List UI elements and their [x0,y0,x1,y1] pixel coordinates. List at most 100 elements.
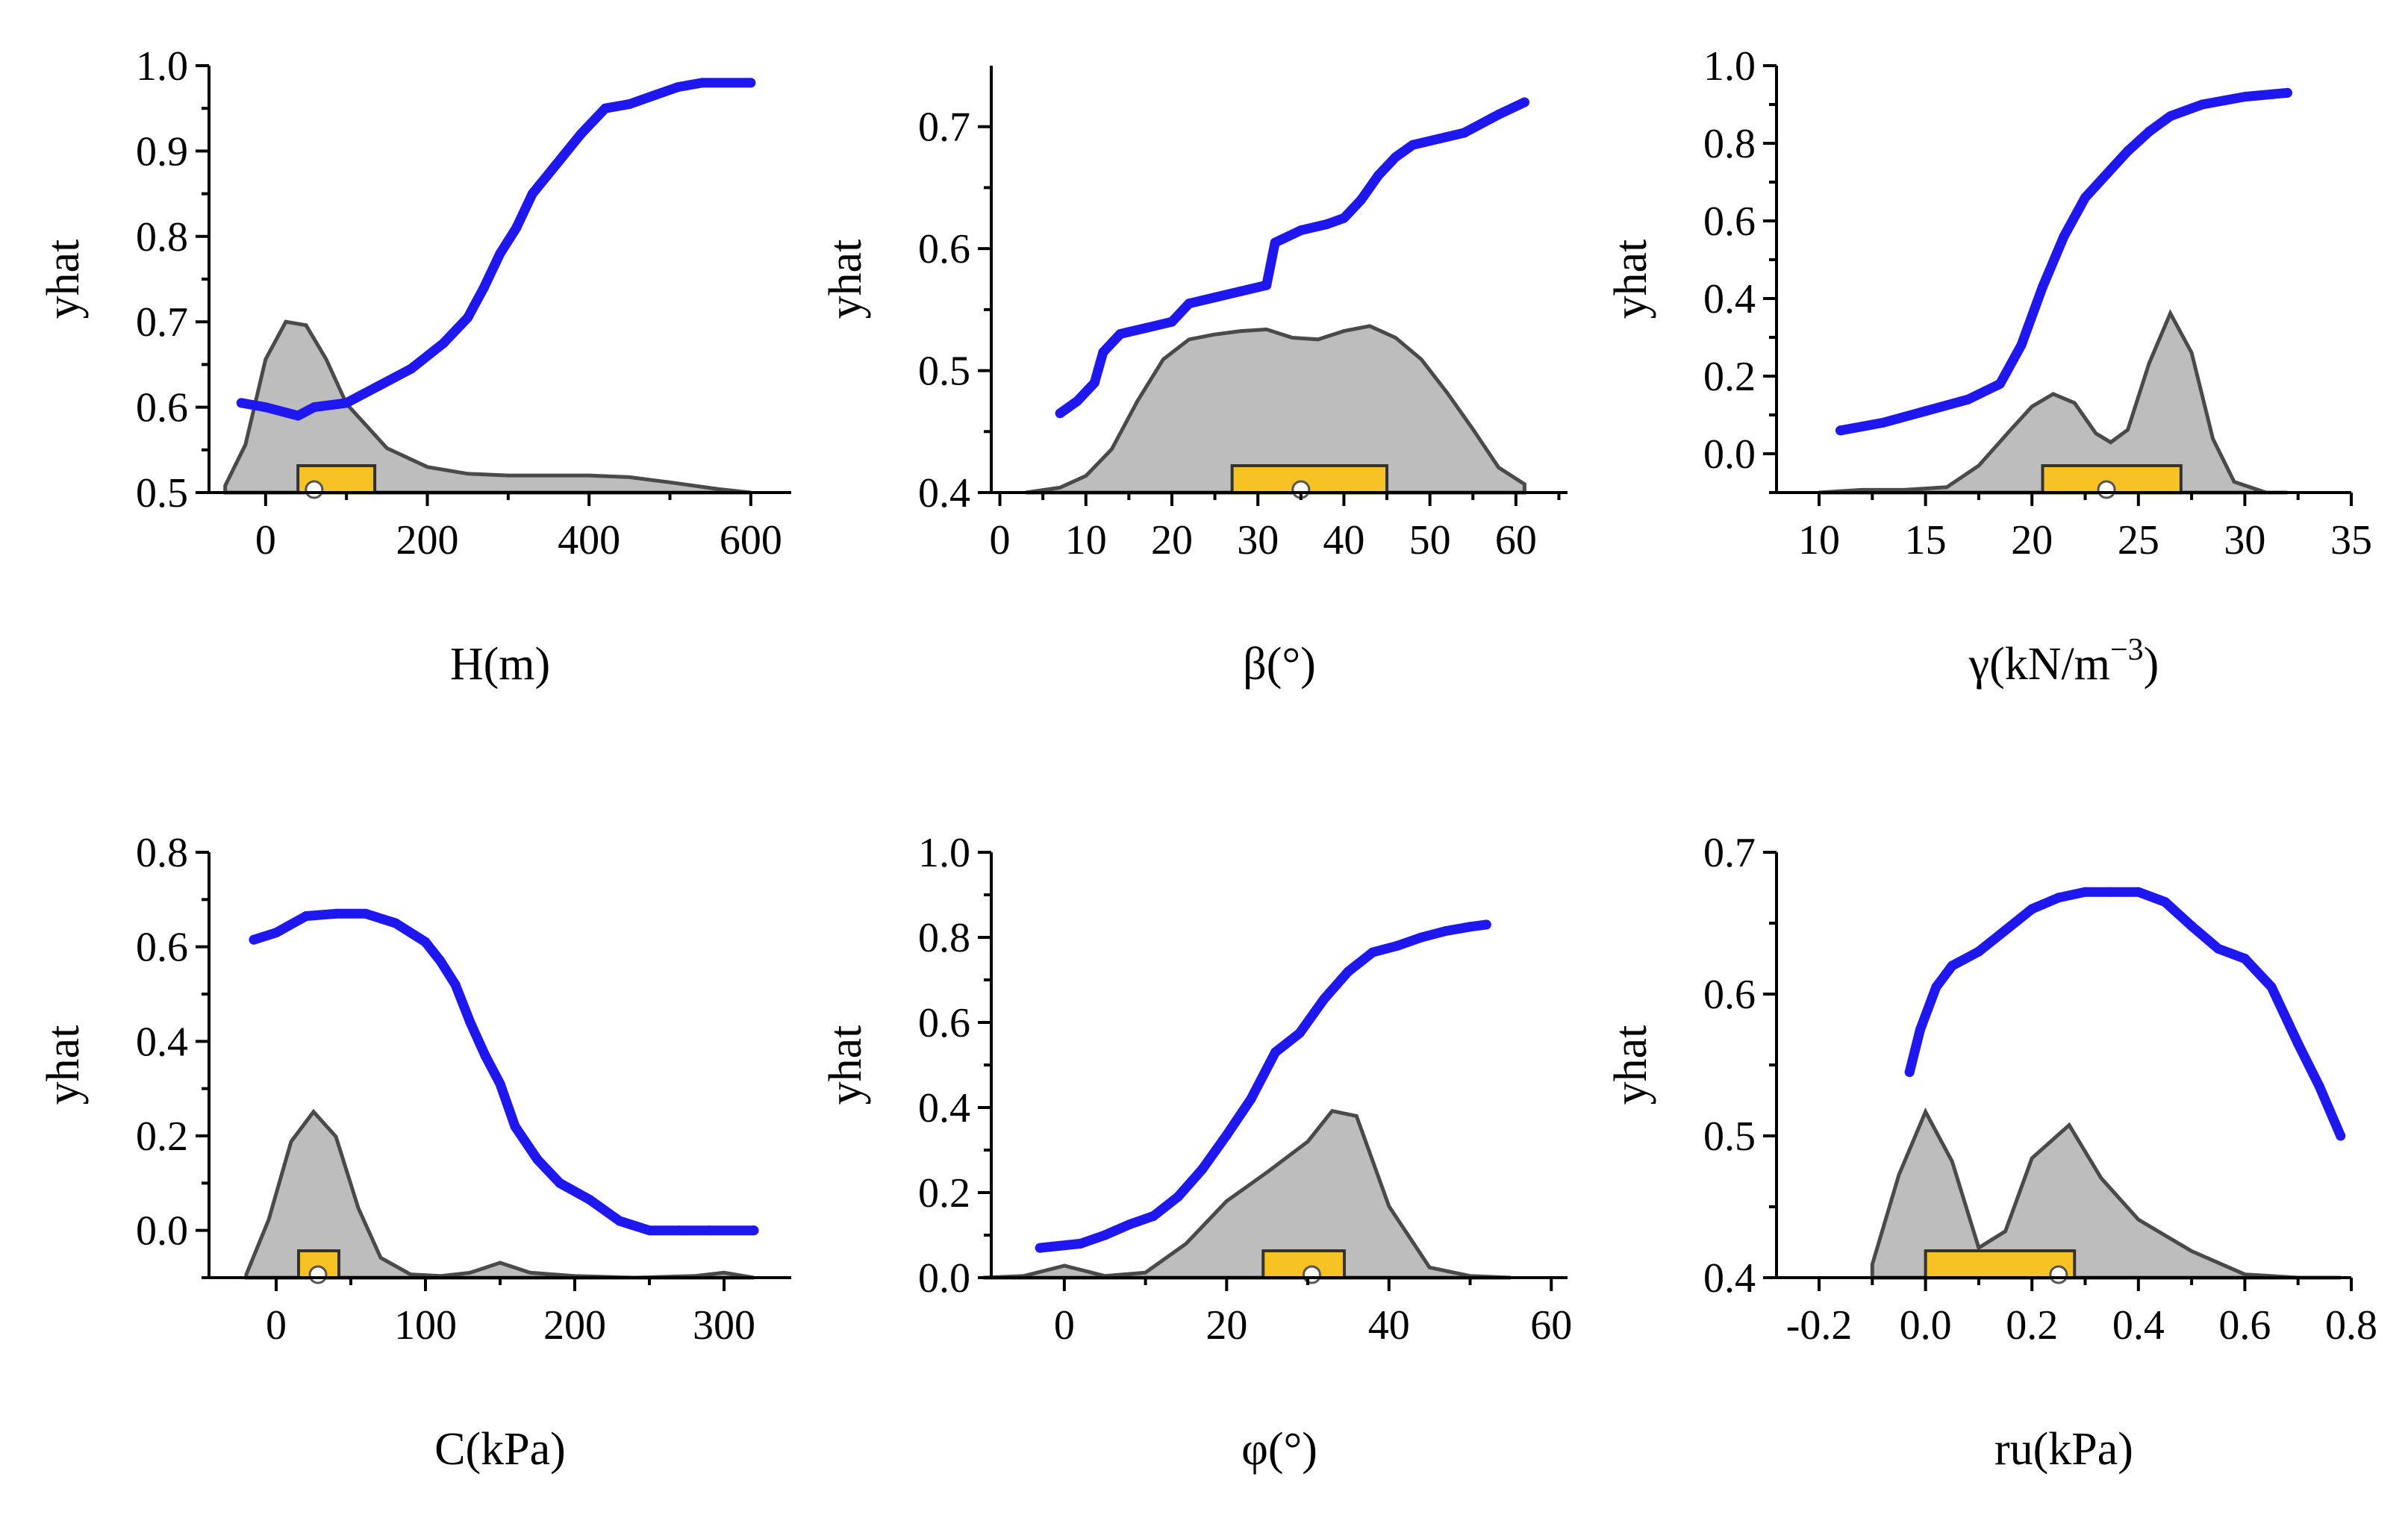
c-yhat-point [674,1225,684,1236]
c-yhat-point [749,1225,759,1236]
beta-x-tick-label: 20 [1151,517,1193,563]
ru-x-axis-label: ru(kPa) [1994,1424,2133,1475]
gamma-yhat-point [2144,126,2154,137]
beta-yhat-point [1184,299,1194,309]
gamma-density-area [1818,309,2288,495]
ru-y-tick-label: 0.5 [1703,1113,1756,1160]
ru-yhat-point [1915,1025,1925,1034]
c-yhat-point [510,1121,520,1131]
h-yhat-point [697,78,708,88]
beta-yhat-point [1296,225,1306,236]
h-yhat-point [463,312,473,322]
ru-x-tick-label: 0.2 [2006,1302,2058,1349]
ru-median-marker [2049,1265,2068,1284]
c-yhat-point [420,937,431,947]
ru-yhat-point [2053,893,2064,903]
panel-phi: 0.0 0.2 0.4 0.6 0.8 1.0 0 20 40 60 yhat φ(°) [820,830,1572,1475]
phi-y-axis-label: yhat [820,1025,871,1105]
beta-yhat-point [1235,286,1246,296]
ru-x-tick-label: 0.0 [1900,1302,1952,1349]
beta-x-tick-label: 10 [1065,517,1107,563]
gamma-yhat-point [2197,99,2207,110]
h-yhat-point [552,159,562,169]
beta-yhat-point [1261,280,1272,290]
ru-y-tick-label: 0.4 [1703,1255,1756,1302]
ru-y-axis-label: yhat [1606,1025,1656,1105]
h-yhat-point [649,90,659,101]
gamma-y-tick-label: 0.8 [1703,121,1756,167]
c-x-tick-label: 0 [266,1302,287,1349]
beta-y-tick-label: 0.6 [918,226,970,272]
ru-x-tick-label: 0.6 [2218,1302,2271,1349]
ru-yhat-point [2266,982,2277,992]
h-yhat-point [600,103,611,113]
c-yhat-point [584,1195,595,1205]
c-yhat-point [495,1078,505,1089]
phi-yhat-point [1392,940,1403,951]
h-yhat-point [495,249,505,259]
beta-yhat-point [1338,213,1349,223]
gamma-x-tick-label: 15 [1905,517,1947,563]
phi-yhat-point [1367,947,1378,958]
ru-yhat-point [2133,887,2144,897]
beta-y-axis-label: yhat [820,240,871,319]
gamma-yhat-point [2016,340,2027,350]
gamma-yhat-point [2165,111,2176,122]
phi-yhat-point [1099,1230,1110,1240]
beta-yhat-point [1089,378,1099,388]
h-x-tick-label: 400 [558,517,620,563]
gamma-x-tick-label: 35 [2330,517,2372,563]
beta-yhat-point [1433,134,1444,144]
h-x-tick-label: 200 [396,517,459,563]
c-yhat-point [301,911,311,921]
phi-yhat-point [1035,1243,1045,1253]
h-x-tick-label: 600 [720,517,782,563]
gamma-yhat-point [2059,231,2069,242]
c-yhat-point [555,1178,565,1188]
phi-yhat-point [1221,1130,1232,1140]
panel-beta: 0.4 0.5 0.6 0.7 0 10 20 30 40 50 60 yhat β(°) [820,66,1568,690]
ru-yhat-point [2159,897,2170,907]
ru-density-area [1870,1107,2341,1280]
phi-y-tick-label: 0.6 [918,1000,970,1046]
beta-y-tick-label: 0.5 [918,349,970,395]
c-yhat-point [435,956,446,966]
h-yhat-point [406,363,417,374]
phi-yhat-point [1124,1219,1135,1230]
c-y-tick-label: 0.2 [136,1113,188,1160]
beta-x-axis-label: β(°) [1243,639,1316,690]
h-yhat-point [478,282,489,293]
c-x-axis-label: C(kPa) [434,1424,566,1475]
gamma-yhat-point [2080,193,2091,203]
c-median-marker [308,1265,328,1284]
panel-c: 0.0 0.2 0.4 0.6 0.8 0 100 200 300 yhat C(kPa) [38,830,791,1475]
panel-gamma: 0.0 0.2 0.4 0.6 0.8 1.0 10 15 20 25 30 35 yhat γ(kN/m… [1606,43,2372,690]
beta-yhat-point [1210,293,1220,303]
phi-y-tick-label: 0.2 [918,1170,970,1216]
beta-yhat-point [1055,408,1065,419]
gamma-y-tick-label: 0.6 [1703,199,1756,245]
phi-y-tick-label: 1.0 [918,830,970,876]
ru-yhat-point [2293,1039,2303,1049]
gamma-yhat-point [1835,425,1846,436]
phi-yhat-point [1343,966,1353,977]
c-y-tick-label: 0.6 [136,925,188,971]
c-x-tick-label: 300 [693,1302,755,1349]
h-yhat-point [746,78,756,88]
gamma-yhat-line [1835,87,2292,436]
ru-x-tick-label: 0.4 [2112,1302,2165,1349]
gamma-x-axis-label: γ(kN/m−3) [1968,633,2159,690]
gamma-yhat-point [1994,378,2005,389]
gamma-yhat-point [2123,146,2133,156]
c-x-tick-label: 200 [543,1302,606,1349]
gamma-y-tick-label: 0.2 [1703,354,1756,400]
beta-y-tick-label: 0.7 [918,104,970,151]
ru-yhat-point [1947,960,1957,971]
gamma-yhat-point [2239,92,2250,102]
h-yhat-point [673,82,683,93]
phi-yhat-point [1465,922,1476,932]
gamma-x-tick-label: 25 [2118,517,2159,563]
phi-x-tick-label: 0 [1054,1302,1075,1349]
ru-yhat-point [2186,921,2197,931]
